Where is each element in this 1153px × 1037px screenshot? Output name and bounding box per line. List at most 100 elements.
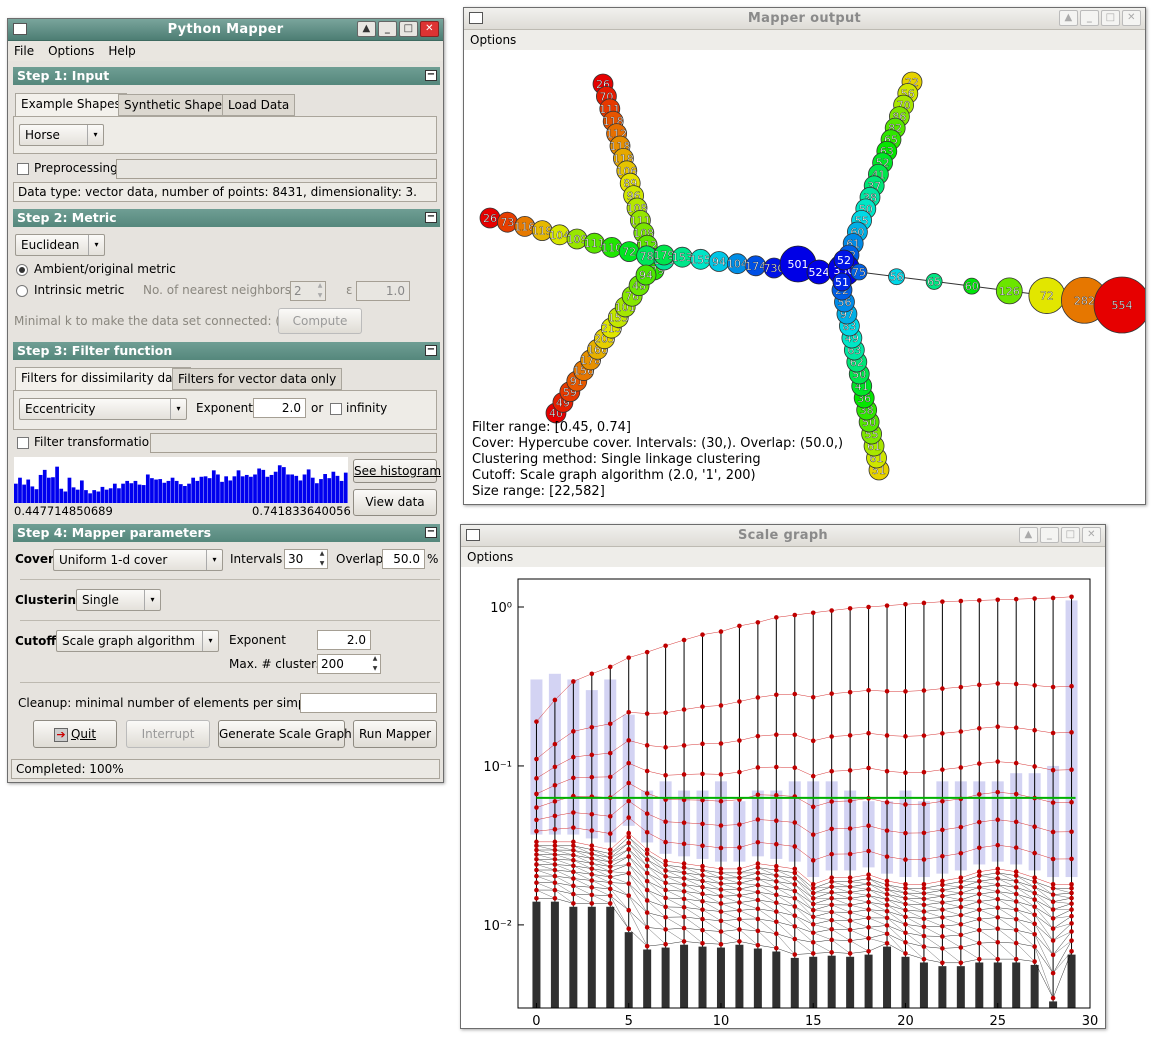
scale-node[interactable] xyxy=(866,907,871,912)
scale-node[interactable] xyxy=(1013,885,1019,890)
scale-node[interactable] xyxy=(1069,885,1074,891)
window-menu-icon[interactable] xyxy=(13,23,27,35)
quit-button[interactable]: ➔ Quit xyxy=(33,720,117,748)
cutoff-exponent-input[interactable]: 2.0 xyxy=(317,630,371,650)
cleanup-input[interactable] xyxy=(300,693,437,713)
scale-node[interactable] xyxy=(940,887,945,893)
scale-node[interactable] xyxy=(884,902,890,908)
step3-header[interactable]: Step 3: Filter function − xyxy=(13,342,440,360)
scale-node[interactable] xyxy=(1050,916,1056,921)
scale-node[interactable] xyxy=(958,922,964,927)
scale-node[interactable] xyxy=(921,909,927,914)
scale-node[interactable] xyxy=(976,598,982,603)
scale-node[interactable] xyxy=(958,890,964,896)
scale-node[interactable] xyxy=(626,709,632,715)
scale-node[interactable] xyxy=(1050,829,1056,835)
interrupt-button[interactable]: Interrupt xyxy=(126,720,210,748)
scale-node[interactable] xyxy=(644,847,650,853)
scale-node[interactable] xyxy=(940,960,945,966)
scale-node[interactable] xyxy=(663,941,668,947)
scale-node[interactable] xyxy=(718,918,724,924)
scale-node[interactable] xyxy=(958,932,964,938)
scale-node[interactable] xyxy=(534,719,539,724)
scale-node[interactable] xyxy=(755,889,761,895)
scale-node[interactable] xyxy=(607,880,613,885)
scale-node[interactable] xyxy=(774,867,779,873)
scale-node[interactable] xyxy=(589,847,595,852)
scale-node[interactable] xyxy=(810,694,816,700)
scale-node[interactable] xyxy=(940,893,945,899)
scale-node[interactable] xyxy=(921,733,927,738)
scale-node[interactable] xyxy=(718,823,724,828)
scale-node[interactable] xyxy=(755,733,761,739)
intervals-input[interactable]: 30 xyxy=(284,549,328,569)
scale-node[interactable] xyxy=(681,889,687,894)
scale-node[interactable] xyxy=(552,764,558,770)
scale-node[interactable] xyxy=(607,893,613,899)
scale-node[interactable] xyxy=(976,873,982,878)
scale-node[interactable] xyxy=(995,759,1001,764)
intrinsic-metric-radio[interactable] xyxy=(16,285,28,297)
scale-node[interactable] xyxy=(774,615,779,620)
scale-node[interactable] xyxy=(1013,869,1019,875)
scale-node[interactable] xyxy=(571,810,576,815)
scale-node[interactable] xyxy=(995,724,1001,730)
scale-node[interactable] xyxy=(903,914,908,920)
menu-options[interactable]: Options xyxy=(467,550,514,564)
scale-node[interactable] xyxy=(1013,681,1019,687)
scale-node[interactable] xyxy=(1069,938,1074,943)
scale-node[interactable] xyxy=(1050,856,1056,862)
scale-node[interactable] xyxy=(644,791,650,796)
scale-node[interactable] xyxy=(995,876,1001,881)
filter-select[interactable]: Eccentricity ▾ xyxy=(19,398,187,420)
scale-node[interactable] xyxy=(700,741,705,747)
scale-node[interactable] xyxy=(810,922,816,927)
scale-node[interactable] xyxy=(1050,730,1056,736)
close-button[interactable]: ✕ xyxy=(1082,527,1101,543)
k-input[interactable]: 2 xyxy=(290,281,326,301)
scale-node[interactable] xyxy=(552,827,558,832)
scale-node[interactable] xyxy=(1013,927,1019,933)
scale-node[interactable] xyxy=(534,843,539,849)
scale-node[interactable] xyxy=(607,886,613,892)
scale-node[interactable] xyxy=(792,936,798,942)
scale-node[interactable] xyxy=(810,890,816,896)
scale-node[interactable] xyxy=(700,867,705,873)
scale-node[interactable] xyxy=(644,649,650,655)
scale-node[interactable] xyxy=(829,909,834,915)
scale-node[interactable] xyxy=(995,817,1001,823)
scale-node[interactable] xyxy=(534,867,539,873)
scale-node[interactable] xyxy=(1069,948,1074,954)
scale-node[interactable] xyxy=(995,956,1001,962)
scale-node[interactable] xyxy=(607,847,613,853)
scale-node[interactable] xyxy=(866,687,871,693)
scale-node[interactable] xyxy=(1013,907,1019,913)
scale-node[interactable] xyxy=(866,893,871,898)
scale-node[interactable] xyxy=(552,887,558,893)
scale-node[interactable] xyxy=(940,686,945,691)
scale-node[interactable] xyxy=(1032,959,1037,964)
scale-node[interactable] xyxy=(847,875,853,881)
scale-node[interactable] xyxy=(829,851,834,857)
scale-node[interactable] xyxy=(995,915,1001,920)
scale-node[interactable] xyxy=(921,896,927,902)
scale-node[interactable] xyxy=(1032,944,1037,949)
scale-node[interactable] xyxy=(847,918,853,923)
scale-node[interactable] xyxy=(644,711,650,716)
scale-node[interactable] xyxy=(921,885,927,891)
scale-node[interactable] xyxy=(534,817,539,823)
filter-transformation-checkbox[interactable] xyxy=(17,437,29,449)
scale-node[interactable] xyxy=(737,866,742,872)
scale-node[interactable] xyxy=(589,843,595,848)
scale-node[interactable] xyxy=(921,688,927,693)
scale-node[interactable] xyxy=(718,703,724,708)
scale-node[interactable] xyxy=(940,798,945,804)
scale-node[interactable] xyxy=(737,886,742,892)
scale-node[interactable] xyxy=(792,820,798,825)
scale-node[interactable] xyxy=(534,839,539,845)
step1-header[interactable]: Step 1: Input − xyxy=(13,67,440,85)
scale-node[interactable] xyxy=(810,940,816,945)
scale-node[interactable] xyxy=(700,771,705,777)
scale-node[interactable] xyxy=(1069,767,1074,773)
scale-node[interactable] xyxy=(792,765,798,771)
